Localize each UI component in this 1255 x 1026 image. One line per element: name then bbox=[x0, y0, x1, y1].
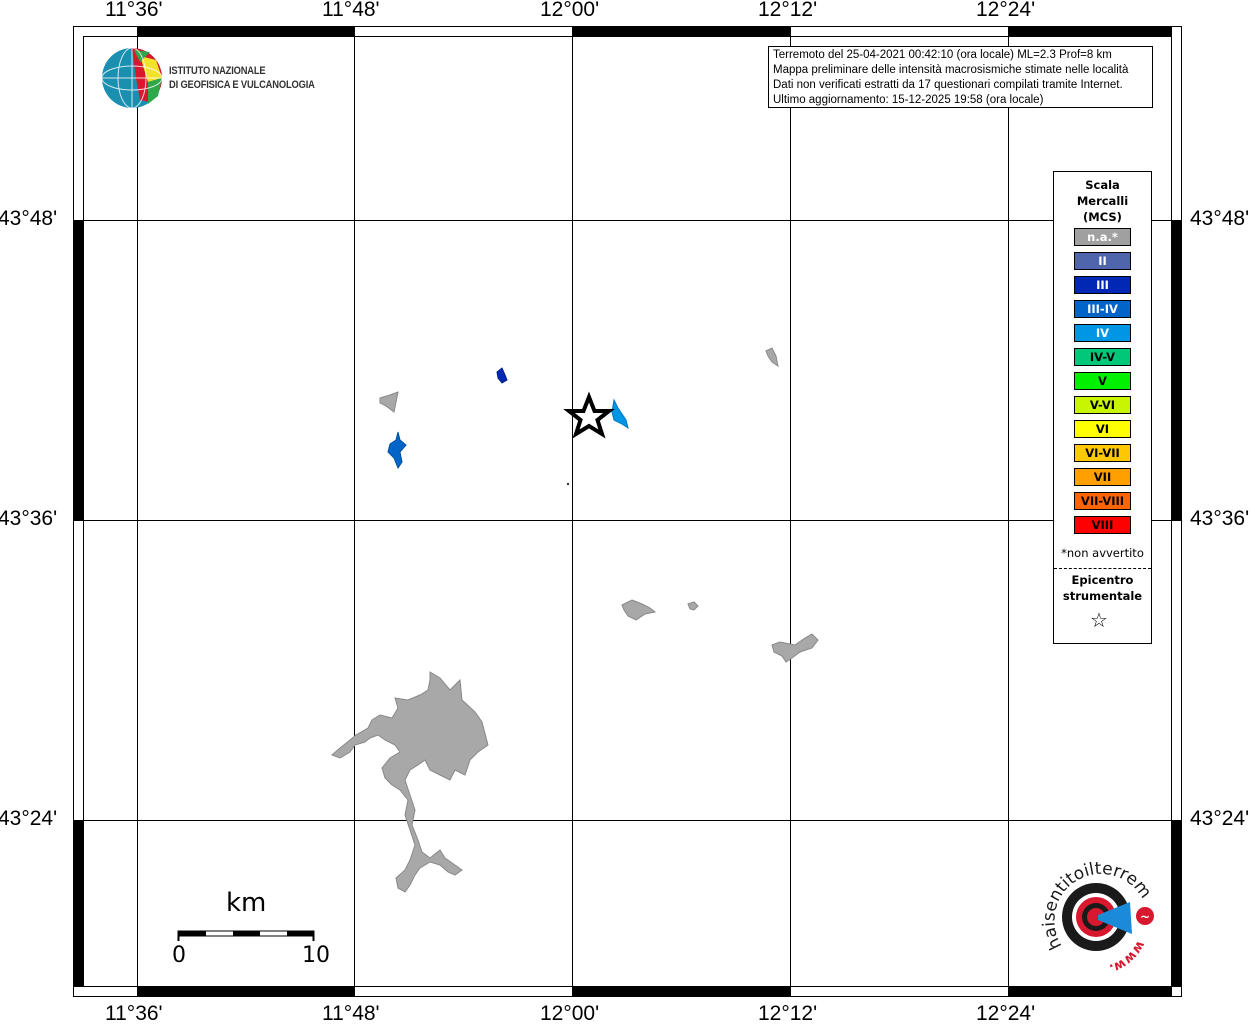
locality-dot bbox=[566, 482, 570, 486]
legend-swatch: III-IV bbox=[1074, 300, 1131, 318]
info-line: Dati non verificati estratti da 17 quest… bbox=[773, 79, 1123, 91]
legend-swatch: III bbox=[1074, 276, 1131, 294]
lon-label-bottom: 12°24' bbox=[976, 1002, 1036, 1025]
locality-grey-city bbox=[331, 671, 489, 893]
legend-swatch: IV-V bbox=[1074, 348, 1131, 366]
legend-swatch: II bbox=[1074, 252, 1131, 270]
map-inner-frame bbox=[83, 36, 1172, 987]
scale-start: 0 bbox=[172, 943, 186, 968]
legend-swatch: n.a.* bbox=[1074, 228, 1131, 246]
scale-bar bbox=[177, 930, 315, 941]
locality-grey-ne bbox=[765, 347, 779, 368]
epicenter-star-icon bbox=[563, 391, 615, 439]
graticule bbox=[74, 27, 1181, 996]
locality-grey-se2 bbox=[687, 601, 699, 611]
legend-divider bbox=[1054, 568, 1151, 569]
legend-epicenter-label: Epicentro strumentale bbox=[1054, 572, 1151, 604]
scale-unit: km bbox=[226, 888, 267, 918]
locality-grey-se1 bbox=[621, 599, 657, 621]
legend-epicenter-line: strumentale bbox=[1062, 589, 1143, 603]
lat-label-right: 43°36' bbox=[1190, 507, 1250, 530]
locality-intensity-iv bbox=[611, 398, 629, 430]
svg-text:~: ~ bbox=[1140, 910, 1150, 924]
lon-label-bottom: 11°36' bbox=[105, 1002, 163, 1025]
lon-label-top: 11°36' bbox=[105, 0, 163, 21]
legend-title-line: (MCS) bbox=[1083, 210, 1122, 224]
legend-swatch: VIII bbox=[1074, 516, 1131, 534]
locality-areas bbox=[331, 347, 819, 893]
locality-grey-nw bbox=[379, 391, 399, 413]
legend-title: Scala Mercalli (MCS) bbox=[1054, 177, 1151, 225]
lat-label-right: 43°24' bbox=[1190, 807, 1250, 830]
legend-swatch: VII bbox=[1074, 468, 1131, 486]
scale-end: 10 bbox=[302, 943, 330, 968]
lon-label-top: 12°24' bbox=[976, 0, 1036, 21]
legend-title-line: Mercalli bbox=[1076, 194, 1129, 208]
lon-label-bottom: 11°48' bbox=[322, 1002, 380, 1025]
lon-label-top: 11°48' bbox=[322, 0, 380, 21]
info-line: Ultimo aggiornamento: 15-12-2025 19:58 (… bbox=[773, 94, 1044, 106]
mcs-legend: Scala Mercalli (MCS) n.a.* II III III-IV IV I… bbox=[1053, 171, 1152, 644]
legend-star-icon: ☆ bbox=[1090, 608, 1108, 632]
lat-label-left: 43°24' bbox=[0, 807, 58, 830]
lon-label-bottom: 12°00' bbox=[540, 1002, 600, 1025]
locality-intensity-iii bbox=[496, 367, 508, 384]
ingv-line-2: DI GEOFISICA E VULCANOLOGIA bbox=[169, 79, 315, 91]
legend-swatch: V bbox=[1074, 372, 1131, 390]
legend-swatch: VII-VIII bbox=[1074, 492, 1131, 510]
lon-label-top: 12°00' bbox=[540, 0, 600, 21]
event-info-box: Terremoto del 25-04-2021 00:42:10 (ora l… bbox=[768, 46, 1153, 108]
locality-intensity-iii-iv bbox=[387, 431, 407, 470]
info-line: Mappa preliminare delle intensità macros… bbox=[773, 64, 1129, 76]
legend-note: *non avvertito bbox=[1061, 546, 1144, 560]
ingv-logo-text: ISTITUTO NAZIONALE DI GEOFISICA E VULCAN… bbox=[169, 64, 315, 92]
lat-label-right: 43°48' bbox=[1190, 207, 1250, 230]
legend-swatch: VI-VII bbox=[1074, 444, 1131, 462]
lat-label-left: 43°48' bbox=[0, 207, 58, 230]
locality-grey-se3 bbox=[771, 633, 819, 663]
lon-label-bottom: 12°12' bbox=[758, 1002, 818, 1025]
ingv-line-1: ISTITUTO NAZIONALE bbox=[169, 65, 266, 77]
info-line: Terremoto del 25-04-2021 00:42:10 (ora l… bbox=[773, 49, 1112, 61]
legend-title-line: Scala bbox=[1085, 178, 1120, 192]
lat-label-left: 43°36' bbox=[0, 507, 58, 530]
ingv-logo-globe bbox=[101, 47, 163, 109]
lon-label-top: 12°12' bbox=[758, 0, 818, 21]
frame-bars bbox=[74, 27, 1181, 996]
legend-swatch: IV bbox=[1074, 324, 1131, 342]
legend-swatch: VI bbox=[1074, 420, 1131, 438]
legend-swatch: V-VI bbox=[1074, 396, 1131, 414]
legend-epicenter-line: Epicentro bbox=[1071, 573, 1134, 587]
